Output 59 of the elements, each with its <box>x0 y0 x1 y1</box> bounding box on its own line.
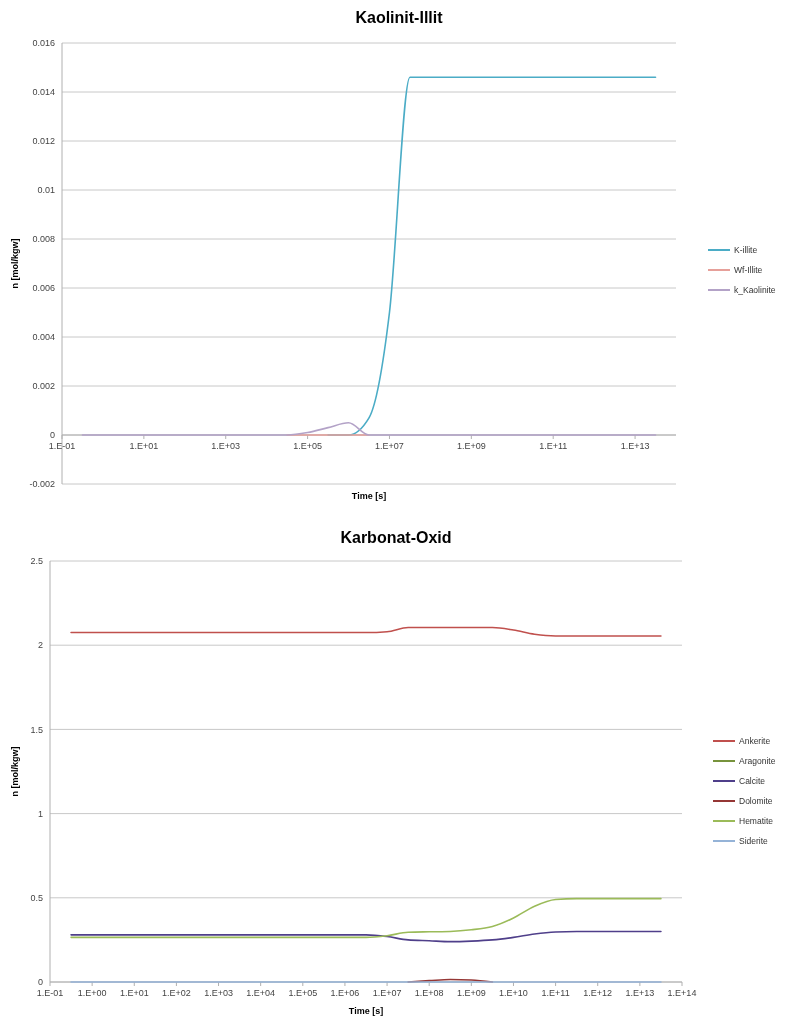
legend-label: Ankerite <box>739 735 771 746</box>
x-tick-label: 1.E-01 <box>36 988 64 998</box>
x-tick-label: 1.E+11 <box>539 441 568 451</box>
y-axis-title: n [mol/kgw] <box>10 746 20 797</box>
y-tick-label: 0.002 <box>32 381 55 392</box>
x-tick-label: 1.E+05 <box>293 441 322 451</box>
x-tick-label: 1.E+02 <box>162 988 191 998</box>
x-tick-label: 1.E+01 <box>129 441 159 451</box>
y-tick-label: 0.006 <box>32 283 55 294</box>
x-tick-label: 1.E+13 <box>620 441 650 451</box>
y-axis-title: n [mol/kgw] <box>10 238 20 289</box>
x-tick-label: 1.E+08 <box>414 988 444 998</box>
x-axis-title: Time [s] <box>351 491 387 501</box>
y-tick-label: 0.004 <box>32 332 55 343</box>
x-tick-label: 1.E+12 <box>583 988 613 998</box>
y-tick-label: 0 <box>49 430 55 441</box>
legend-label: K-illite <box>734 244 758 255</box>
y-tick-label: 1.5 <box>30 724 43 735</box>
chart-title: Kaolinit-Illit <box>355 9 444 26</box>
y-tick-label: 0 <box>37 977 43 988</box>
x-tick-label: 1.E+05 <box>288 988 318 998</box>
y-tick-label: 0.016 <box>32 38 55 49</box>
line-series <box>70 897 662 939</box>
x-tick-label: 1.E+14 <box>667 988 697 998</box>
legend-label: Dolomite <box>739 795 773 806</box>
x-tick-label: 1.E+06 <box>330 988 360 998</box>
y-tick-label: 0.01 <box>37 185 55 196</box>
x-tick-label: 1.E+03 <box>211 441 241 451</box>
y-tick-label: -0.002 <box>29 479 55 490</box>
x-tick-label: 1.E+00 <box>77 988 107 998</box>
y-tick-label: 0.014 <box>32 87 55 98</box>
x-tick-label: 1.E-01 <box>48 441 76 451</box>
x-tick-label: 1.E+03 <box>204 988 233 998</box>
y-tick-label: 2.5 <box>30 556 43 567</box>
y-tick-label: 0.012 <box>32 136 55 147</box>
y-tick-label: 0.008 <box>32 234 55 245</box>
line-series <box>81 421 657 436</box>
x-tick-label: 1.E+09 <box>456 988 486 998</box>
legend-label: Aragonite <box>739 755 776 766</box>
x-tick-label: 1.E+09 <box>456 441 486 451</box>
legend-label: Calcite <box>739 775 766 786</box>
x-tick-label: 1.E+01 <box>119 988 149 998</box>
legend-label: k_Kaolinite <box>734 284 776 295</box>
chart-title: Karbonat-Oxid <box>340 529 452 546</box>
line-series <box>70 626 662 637</box>
x-axis-title: Time [s] <box>348 1006 384 1016</box>
legend-label: Hematite <box>739 815 774 826</box>
y-tick-label: 2 <box>37 640 43 651</box>
y-tick-label: 1 <box>37 808 43 819</box>
line-series <box>70 930 662 943</box>
x-tick-label: 1.E+11 <box>541 988 570 998</box>
x-tick-label: 1.E+07 <box>372 988 402 998</box>
x-tick-label: 1.E+04 <box>246 988 276 998</box>
x-tick-label: 1.E+10 <box>499 988 528 998</box>
x-tick-label: 1.E+13 <box>625 988 655 998</box>
y-tick-label: 0.5 <box>30 892 43 903</box>
legend-label: Wf-Illite <box>734 264 763 275</box>
legend-label: Siderite <box>739 835 769 846</box>
x-tick-label: 1.E+07 <box>375 441 404 451</box>
